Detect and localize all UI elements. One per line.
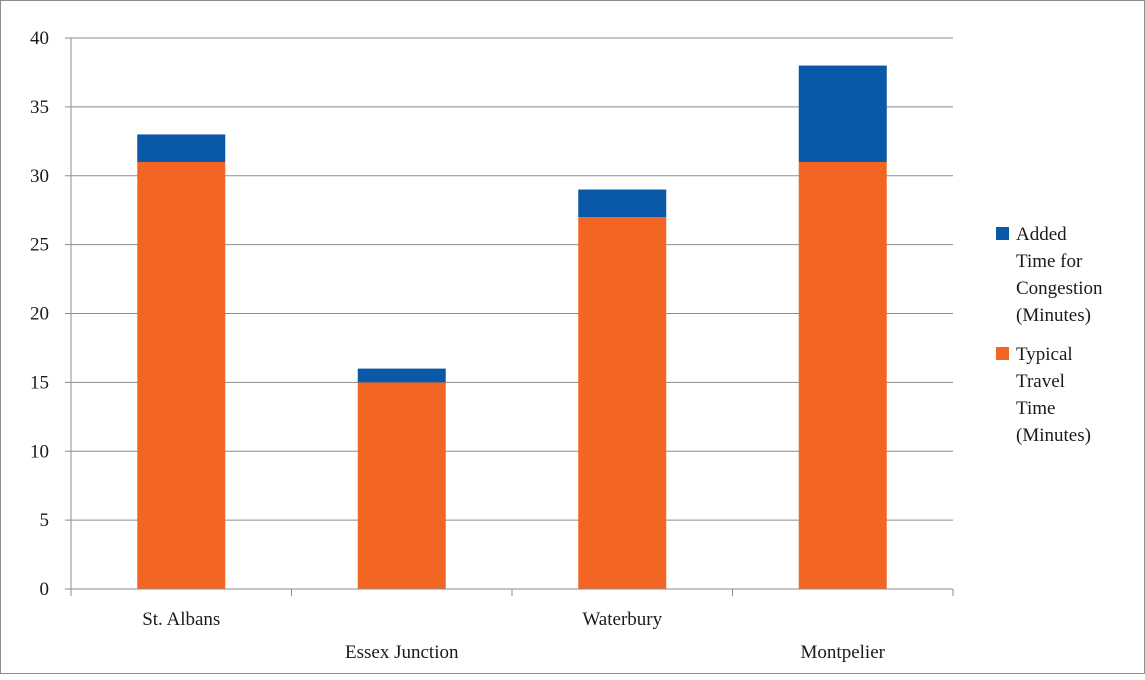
legend-swatch [996, 347, 1009, 360]
legend-label: Congestion [1016, 278, 1103, 299]
y-tick-label: 10 [30, 441, 49, 462]
y-tick-label: 5 [40, 510, 50, 531]
legend-label: Time for [1016, 251, 1083, 272]
y-tick-label: 40 [30, 28, 49, 49]
bar-segment-typical [357, 382, 446, 589]
legend: Added Time for Congestion (Minutes) Typical T… [996, 224, 1103, 446]
y-tick-labels: 0 5 10 15 20 25 30 35 40 [30, 28, 49, 600]
y-tick-label: 30 [30, 166, 49, 187]
y-tick-label: 25 [30, 235, 49, 256]
bar-segment-typical [798, 161, 887, 589]
legend-label: Travel [1016, 371, 1065, 392]
x-category-label: Montpelier [801, 642, 886, 663]
y-tick-label: 15 [30, 372, 49, 393]
legend-label: Time [1016, 398, 1055, 419]
bar-segment-typical [137, 161, 226, 589]
bar-segment-added [137, 134, 226, 162]
legend-label: Typical [1016, 344, 1073, 365]
bar-segment-added [798, 65, 887, 162]
y-tick-label: 35 [30, 97, 49, 118]
legend-swatch [996, 227, 1009, 240]
y-tick-label: 0 [40, 579, 50, 600]
x-category-labels: St. Albans Essex Junction Waterbury Montpel… [142, 609, 885, 663]
legend-label: Added [1016, 224, 1067, 245]
bar-segment-added [578, 189, 667, 218]
legend-label: (Minutes) [1016, 305, 1091, 326]
x-category-label: Essex Junction [345, 642, 459, 663]
bars [137, 65, 887, 589]
legend-label: (Minutes) [1016, 425, 1091, 446]
x-category-label: Waterbury [582, 609, 662, 630]
bar-segment-typical [578, 217, 667, 589]
y-tick-label: 20 [30, 304, 49, 325]
bar-segment-added [357, 368, 446, 383]
axes [65, 37, 954, 596]
x-category-label: St. Albans [142, 609, 220, 630]
